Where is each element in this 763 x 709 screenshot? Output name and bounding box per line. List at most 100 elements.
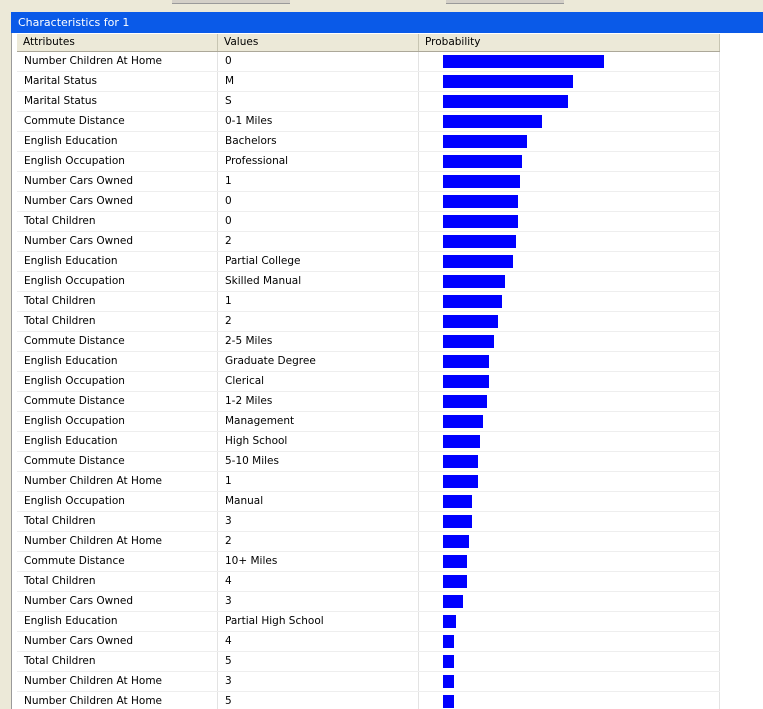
table-row[interactable]: Number Children At Home 3 [17,672,720,692]
table-row[interactable]: Total Children 2 [17,312,720,332]
probability-cell [419,612,720,631]
grid-rows: Number Children At Home 0 Marital Status M M… [17,52,720,709]
probability-bar [443,475,478,488]
attribute-cell: Total Children [17,512,218,531]
table-row[interactable]: English Occupation Professional [17,152,720,172]
table-row[interactable]: English Education Graduate Degree [17,352,720,372]
table-row[interactable]: Total Children 1 [17,292,720,312]
table-row[interactable]: Total Children 5 [17,652,720,672]
probability-cell [419,632,720,651]
table-row[interactable]: Commute Distance 2-5 Miles [17,332,720,352]
table-row[interactable]: Commute Distance 1-2 Miles [17,392,720,412]
probability-cell [419,252,720,271]
probability-bar [443,415,483,428]
characteristics-grid[interactable]: Attributes Values Probability Number Chi… [11,33,763,709]
probability-cell [419,152,720,171]
table-row[interactable]: Number Cars Owned 4 [17,632,720,652]
table-row[interactable]: Commute Distance 5-10 Miles [17,452,720,472]
table-row[interactable]: English Education Bachelors [17,132,720,152]
value-cell: Bachelors [218,132,419,151]
probability-cell [419,232,720,251]
probability-cell [419,452,720,471]
probability-cell [419,272,720,291]
table-row[interactable]: English Occupation Skilled Manual [17,272,720,292]
probability-bar [443,455,478,468]
table-row[interactable]: English Occupation Clerical [17,372,720,392]
attribute-cell: Number Cars Owned [17,172,218,191]
table-row[interactable]: Marital Status M [17,72,720,92]
attribute-cell: Marital Status [17,92,218,111]
table-row[interactable]: English Occupation Manual [17,492,720,512]
probability-cell [419,672,720,691]
probability-cell [419,432,720,451]
probability-bar [443,295,502,308]
probability-bar [443,235,516,248]
probability-bar [443,615,456,628]
attribute-cell: Total Children [17,572,218,591]
table-row[interactable]: Number Cars Owned 1 [17,172,720,192]
table-row[interactable]: Commute Distance 10+ Miles [17,552,720,572]
probability-bar [443,75,573,88]
probability-bar [443,155,522,168]
table-row[interactable]: Number Cars Owned 2 [17,232,720,252]
probability-cell [419,372,720,391]
value-cell: Manual [218,492,419,511]
probability-bar [443,135,527,148]
probability-cell [419,392,720,411]
attribute-cell: Commute Distance [17,552,218,571]
value-cell: S [218,92,419,111]
table-row[interactable]: Total Children 3 [17,512,720,532]
table-row[interactable]: Number Children At Home 0 [17,52,720,72]
attribute-cell: English Occupation [17,412,218,431]
value-cell: 3 [218,672,419,691]
attribute-cell: Marital Status [17,72,218,91]
attribute-cell: Total Children [17,312,218,331]
probability-cell [419,192,720,211]
probability-bar [443,335,494,348]
probability-bar [443,195,518,208]
characteristics-title: Characteristics for 1 [18,16,130,29]
probability-cell [419,212,720,231]
value-cell: Management [218,412,419,431]
probability-cell [419,552,720,571]
top-toolbar-strip [0,0,763,12]
table-row[interactable]: Number Children At Home 5 [17,692,720,709]
attribute-cell: Total Children [17,212,218,231]
column-header-probability[interactable]: Probability [419,34,720,51]
probability-bar [443,315,498,328]
probability-cell [419,512,720,531]
grid-header: Attributes Values Probability [17,34,720,52]
table-row[interactable]: Commute Distance 0-1 Miles [17,112,720,132]
table-row[interactable]: Number Cars Owned 0 [17,192,720,212]
table-row[interactable]: Total Children 4 [17,572,720,592]
column-header-attributes[interactable]: Attributes [17,34,218,51]
table-row[interactable]: Number Children At Home 1 [17,472,720,492]
table-row[interactable]: English Education Partial High School [17,612,720,632]
probability-bar [443,355,489,368]
toolbar-dropdown-left[interactable] [172,0,290,4]
probability-bar [443,115,542,128]
attribute-cell: Commute Distance [17,452,218,471]
attribute-cell: English Education [17,252,218,271]
attribute-cell: Number Cars Owned [17,232,218,251]
probability-cell [419,312,720,331]
attribute-cell: Number Children At Home [17,692,218,709]
value-cell: 1 [218,172,419,191]
table-row[interactable]: Number Children At Home 2 [17,532,720,552]
table-row[interactable]: English Education High School [17,432,720,452]
table-row[interactable]: Total Children 0 [17,212,720,232]
value-cell: 1-2 Miles [218,392,419,411]
table-row[interactable]: English Occupation Management [17,412,720,432]
table-row[interactable]: Marital Status S [17,92,720,112]
table-row[interactable]: Number Cars Owned 3 [17,592,720,612]
attribute-cell: English Occupation [17,372,218,391]
attribute-cell: Total Children [17,652,218,671]
probability-cell [419,492,720,511]
probability-bar [443,535,469,548]
column-header-values[interactable]: Values [218,34,419,51]
attribute-cell: Commute Distance [17,392,218,411]
toolbar-dropdown-right[interactable] [446,0,564,4]
probability-bar [443,515,472,528]
probability-bar [443,375,489,388]
table-row[interactable]: English Education Partial College [17,252,720,272]
